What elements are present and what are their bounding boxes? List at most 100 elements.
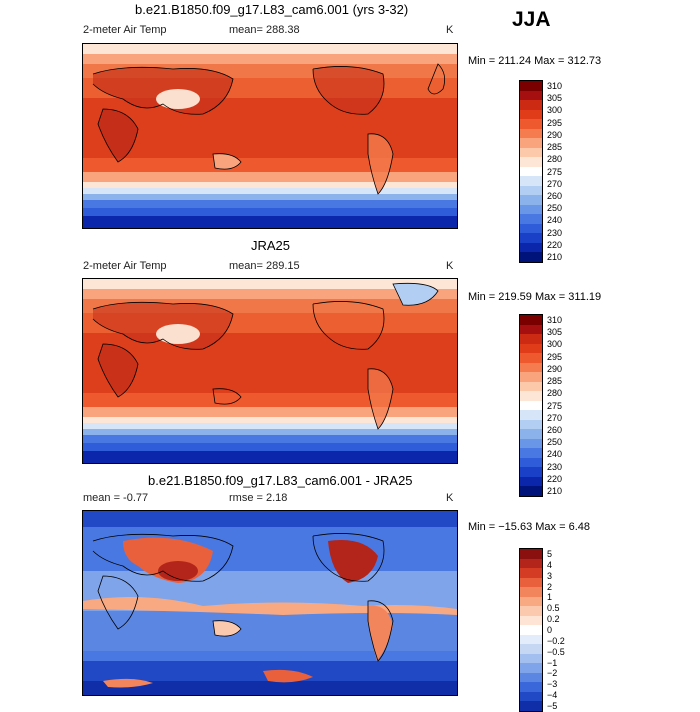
colorbar-label: −1: [547, 657, 558, 668]
colorbar-swatch: [520, 223, 542, 233]
colorbar-label: 0.2: [547, 614, 560, 625]
colorbar-label: 0: [547, 625, 553, 635]
panel-diff-minmax: Min = −15.63 Max = 6.48: [468, 521, 590, 533]
colorbar-label: 260: [547, 190, 563, 201]
colorbar-swatch: [520, 438, 542, 448]
colorbar-swatch: [520, 343, 542, 353]
colorbar-swatch: [520, 429, 542, 439]
colorbar-swatch: [520, 324, 542, 334]
panel-diff-map-svg: [83, 511, 457, 695]
colorbar-label: 275: [547, 400, 563, 411]
colorbar-label: 230: [547, 227, 563, 238]
colorbar-swatch: [520, 457, 542, 467]
colorbar-swatch: [520, 577, 542, 587]
panel-diff-colorbar: [519, 548, 543, 712]
colorbar-swatch: [520, 558, 542, 568]
colorbar-label: 5: [547, 549, 553, 559]
colorbar-label: 260: [547, 424, 563, 435]
panel-model-map: [82, 43, 458, 229]
colorbar-swatch: [520, 334, 542, 344]
panel-model-colorbar: [519, 80, 543, 263]
colorbar-swatch: [520, 90, 542, 100]
panel-diff-unit: K: [446, 492, 454, 504]
colorbar-swatch: [520, 372, 542, 382]
colorbar-label: −3: [547, 679, 558, 690]
colorbar-label: 270: [547, 178, 563, 189]
colorbar-label: 285: [547, 376, 563, 387]
colorbar-label: 310: [547, 81, 563, 91]
colorbar-label: 210: [547, 486, 563, 496]
colorbar-swatch: [520, 672, 542, 682]
colorbar-swatch: [520, 448, 542, 458]
colorbar-swatch: [520, 315, 542, 325]
colorbar-swatch: [520, 467, 542, 477]
colorbar-label: 280: [547, 154, 563, 165]
colorbar-label: −0.5: [547, 646, 565, 657]
colorbar-swatch: [520, 596, 542, 606]
panel-model-variable-label: 2-meter Air Temp: [83, 24, 167, 36]
panel-obs-colorbar: [519, 314, 543, 497]
colorbar-label: 295: [547, 117, 563, 128]
colorbar-swatch: [520, 138, 542, 148]
colorbar-label: 220: [547, 239, 563, 250]
colorbar-swatch: [520, 100, 542, 110]
colorbar-label: 310: [547, 315, 563, 325]
colorbar-label: 1: [547, 592, 553, 603]
panel-obs-unit: K: [446, 260, 454, 272]
colorbar-label: 305: [547, 327, 563, 338]
colorbar-swatch: [520, 381, 542, 391]
panel-diff-map: [82, 510, 458, 696]
colorbar-swatch: [520, 476, 542, 486]
colorbar-label: −5: [547, 701, 558, 711]
colorbar-swatch: [520, 147, 542, 157]
colorbar-label: 290: [547, 363, 563, 374]
panel-diff-mean-label: mean = -0.77: [83, 492, 149, 504]
colorbar-swatch: [520, 176, 542, 186]
colorbar-swatch: [520, 204, 542, 214]
colorbar-label: 240: [547, 449, 563, 460]
colorbar-label: 220: [547, 473, 563, 484]
panel-obs-variable-label: 2-meter Air Temp: [83, 260, 167, 272]
colorbar-swatch: [520, 691, 542, 701]
colorbar-swatch: [520, 606, 542, 616]
colorbar-swatch: [520, 419, 542, 429]
colorbar-label: 250: [547, 437, 563, 448]
colorbar-label: 4: [547, 559, 553, 570]
colorbar-label: 240: [547, 215, 563, 226]
panel-model-minmax: Min = 211.24 Max = 312.73: [468, 55, 602, 67]
panel-obs-map-svg: [83, 279, 457, 463]
colorbar-swatch: [520, 128, 542, 138]
colorbar-swatch: [520, 400, 542, 410]
colorbar-swatch: [520, 682, 542, 692]
colorbar-swatch: [520, 195, 542, 205]
colorbar-swatch: [520, 663, 542, 673]
colorbar-label: 270: [547, 412, 563, 423]
colorbar-swatch: [520, 252, 542, 262]
colorbar-swatch: [520, 214, 542, 224]
colorbar-label: 250: [547, 203, 563, 214]
colorbar-label: 295: [547, 351, 563, 362]
panel-model-title: b.e21.B1850.f09_g17.L83_cam6.001 (yrs 3-…: [135, 2, 409, 17]
colorbar-swatch: [520, 568, 542, 578]
colorbar-label: 0.5: [547, 603, 560, 614]
colorbar-swatch: [520, 362, 542, 372]
colorbar-swatch: [520, 185, 542, 195]
panel-model-unit: K: [446, 24, 454, 36]
panel-model-map-svg: [83, 44, 457, 228]
colorbar-swatch: [520, 653, 542, 663]
colorbar-label: 290: [547, 129, 563, 140]
colorbar-label: 275: [547, 166, 563, 177]
colorbar-label: 210: [547, 252, 563, 262]
colorbar-swatch: [520, 634, 542, 644]
colorbar-label: 285: [547, 142, 563, 153]
colorbar-swatch: [520, 644, 542, 654]
panel-obs-map: [82, 278, 458, 464]
colorbar-label: 230: [547, 461, 563, 472]
panel-obs-minmax: Min = 219.59 Max = 311.19: [468, 291, 602, 303]
colorbar-swatch: [520, 410, 542, 420]
colorbar-label: −0.2: [547, 635, 565, 646]
season-label: JJA: [512, 8, 551, 31]
colorbar-swatch: [520, 109, 542, 119]
colorbar-label: 3: [547, 570, 553, 581]
colorbar-label: −2: [547, 668, 558, 679]
